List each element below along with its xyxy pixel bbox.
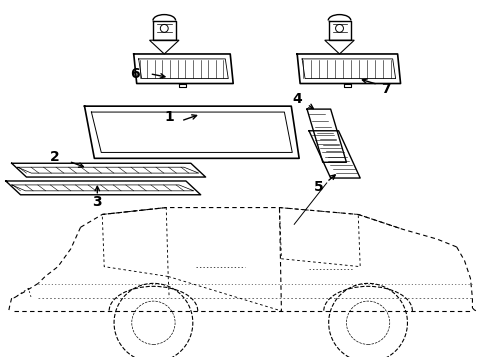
- Text: 1: 1: [164, 110, 174, 124]
- Text: 7: 7: [381, 82, 391, 96]
- Text: 2: 2: [50, 150, 60, 165]
- Text: 6: 6: [130, 67, 140, 81]
- Text: 5: 5: [314, 180, 324, 194]
- Text: 4: 4: [293, 92, 302, 106]
- Text: 3: 3: [93, 195, 102, 209]
